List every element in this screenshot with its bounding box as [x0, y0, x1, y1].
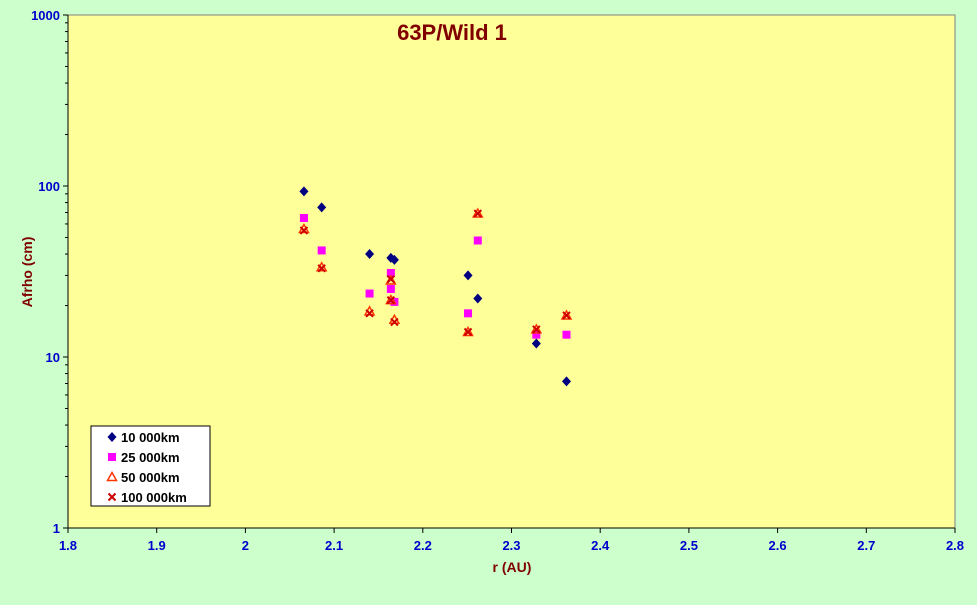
- x-tick-label: 2.2: [414, 538, 432, 553]
- x-axis: 1.8 1.9 2 2.1 2.2 2.3 2.4 2.5 2.6 2.7 2.8: [59, 528, 964, 553]
- x-tick-label: 1.8: [59, 538, 77, 553]
- data-point: [462, 325, 474, 337]
- data-point: [299, 226, 309, 235]
- data-point: [365, 249, 375, 260]
- legend-label: 10 000km: [121, 430, 180, 445]
- series-3: [299, 209, 571, 337]
- data-point: [464, 309, 473, 318]
- plot-area: [67, 14, 956, 529]
- x-tick-label: 2.5: [680, 538, 698, 553]
- data-point: [463, 327, 473, 337]
- data-point: [385, 294, 397, 305]
- data-point: [532, 325, 541, 334]
- x-tick-label: 2.7: [857, 538, 875, 553]
- legend-marker: [108, 453, 116, 461]
- x-tick-label: 2.6: [769, 538, 787, 553]
- data-point: [386, 284, 395, 293]
- data-point: [299, 186, 309, 197]
- y-tick-label: 1000: [31, 8, 60, 23]
- legend-label: 50 000km: [121, 470, 180, 485]
- data-point: [560, 309, 573, 320]
- x-tick-label: 2.4: [591, 538, 610, 553]
- data-point: [473, 209, 483, 218]
- y-tick-label: 1: [53, 521, 60, 536]
- data-point: [561, 376, 571, 387]
- legend-item: 50 000km: [106, 470, 180, 485]
- x-tick-label: 2.1: [325, 538, 343, 553]
- legend-label: 25 000km: [121, 450, 180, 465]
- data-point: [365, 289, 374, 298]
- y-axis-title: Afrho (cm): [19, 237, 35, 308]
- data-point: [317, 246, 326, 255]
- data-point: [386, 295, 396, 305]
- data-point: [463, 270, 473, 281]
- data-point: [531, 338, 541, 349]
- data-point: [562, 311, 571, 320]
- legend: 10 000km 25 000km 50 000km 100 000km: [90, 425, 211, 507]
- chart-title: 63P/Wild 1: [397, 20, 507, 45]
- legend-label: 100 000km: [121, 490, 187, 505]
- data-point: [472, 207, 484, 218]
- data-point: [317, 264, 326, 273]
- data-point: [473, 236, 482, 245]
- x-axis-title: r (AU): [493, 559, 532, 575]
- data-point: [532, 330, 541, 339]
- series-0: [299, 186, 571, 387]
- y-axis: 1 10 100 1000: [31, 8, 68, 536]
- legend-item: 10 000km: [107, 430, 180, 445]
- legend-marker: [107, 432, 117, 442]
- y-tick-label: 10: [46, 350, 60, 365]
- legend-item: 100 000km: [107, 490, 187, 505]
- data-point: [473, 293, 483, 304]
- data-point: [386, 268, 395, 277]
- x-tick-label: 2.8: [946, 538, 964, 553]
- legend-marker: [106, 470, 118, 482]
- data-point: [386, 275, 396, 284]
- data-point: [562, 330, 571, 339]
- data-point: [365, 309, 374, 318]
- y-tick-label: 100: [38, 179, 60, 194]
- data-point: [317, 202, 327, 213]
- data-point: [299, 213, 308, 222]
- x-tick-label: 1.9: [148, 538, 166, 553]
- data-point: [389, 254, 399, 265]
- data-point: [385, 274, 397, 285]
- data-point: [390, 317, 399, 327]
- x-tick-label: 2.3: [502, 538, 520, 553]
- legend-marker: [107, 492, 117, 502]
- data-series: [298, 186, 573, 387]
- x-tick-label: 2: [242, 538, 249, 553]
- legend-item: 25 000km: [108, 450, 180, 465]
- data-point: [530, 323, 543, 334]
